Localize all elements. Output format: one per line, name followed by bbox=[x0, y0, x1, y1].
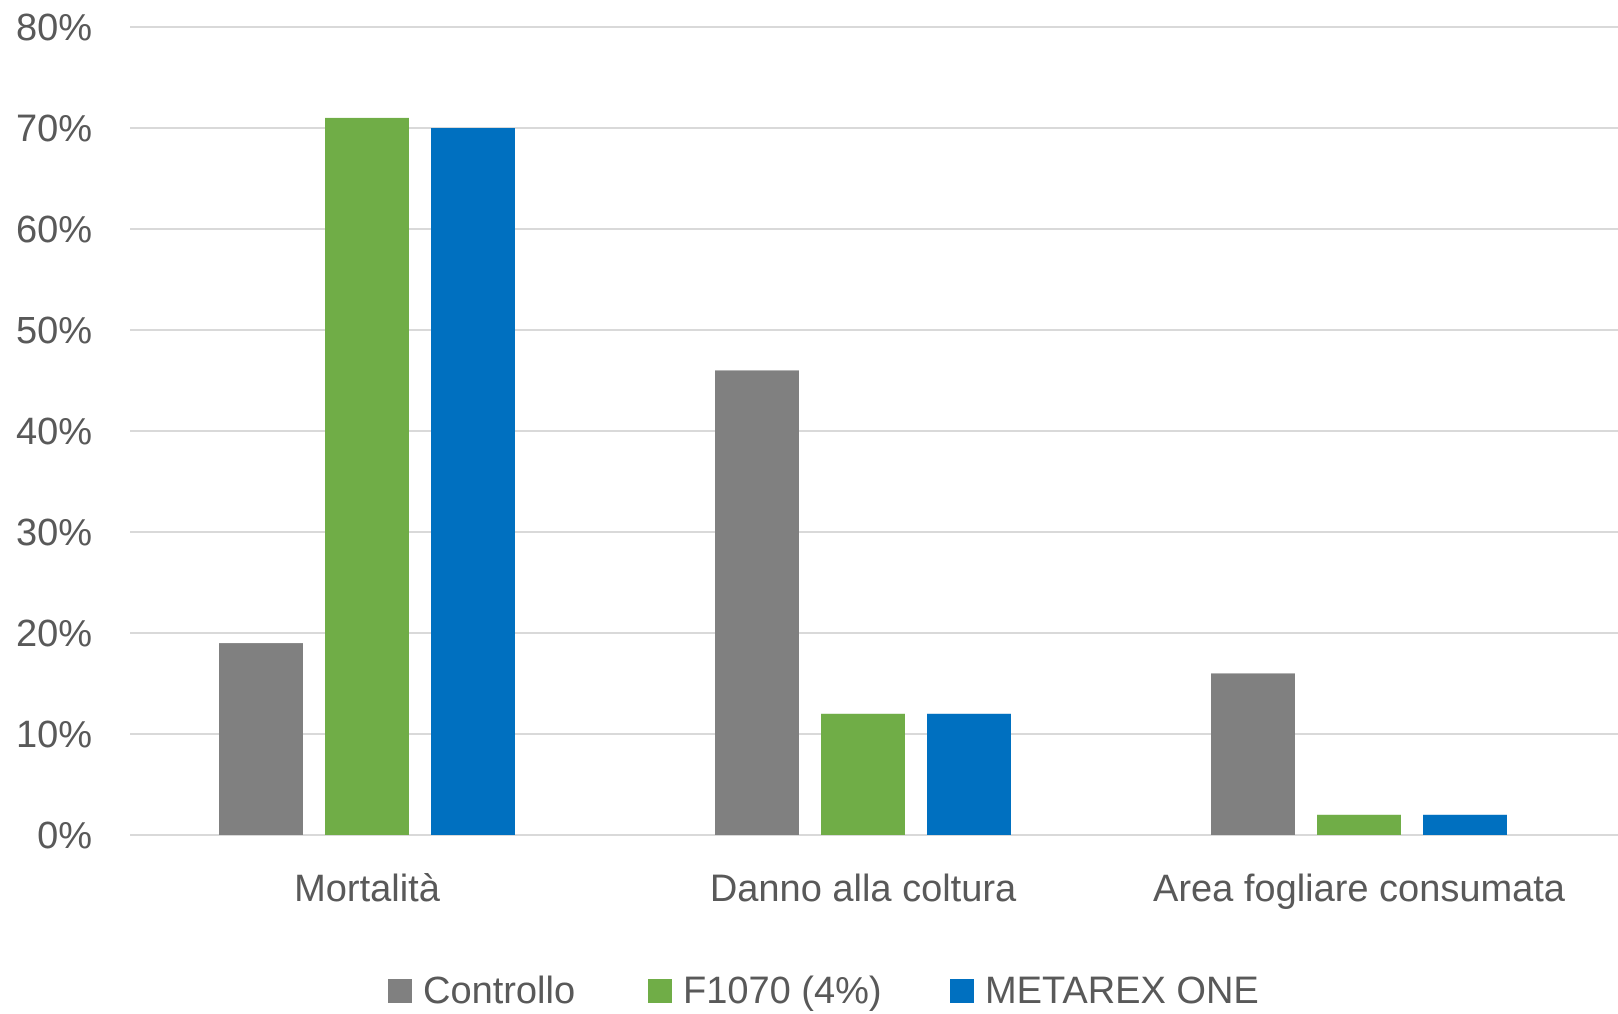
bar-controllo-mortalit bbox=[219, 643, 303, 835]
legend-swatch-f1070-4 bbox=[648, 979, 672, 1003]
bar-f1070-4-danno-alla-coltura bbox=[821, 713, 905, 835]
bar-controllo-area-fogliare-consumata bbox=[1211, 673, 1295, 835]
bar-metarex-one-area-fogliare-consumata bbox=[1423, 814, 1507, 835]
y-tick-label: 80% bbox=[16, 7, 92, 49]
bar-f1070-4-mortalit bbox=[325, 117, 409, 835]
x-category-label: Mortalità bbox=[294, 868, 441, 910]
legend-label: METAREX ONE bbox=[985, 970, 1259, 1012]
bar-controllo-danno-alla-coltura bbox=[715, 370, 799, 835]
x-category-label: Area fogliare consumata bbox=[1153, 868, 1566, 910]
bar-f1070-4-area-fogliare-consumata bbox=[1317, 814, 1401, 835]
y-tick-label: 60% bbox=[16, 209, 92, 251]
y-tick-label: 0% bbox=[37, 815, 92, 857]
y-axis-ticks: 0% 10% 20% 30% 40% 50% 60% 70% 80% bbox=[16, 7, 92, 857]
legend-swatch-metarex-one bbox=[950, 979, 974, 1003]
y-tick-label: 10% bbox=[16, 714, 92, 756]
y-tick-label: 30% bbox=[16, 512, 92, 554]
bar-metarex-one-danno-alla-coltura bbox=[927, 713, 1011, 835]
bars-layer bbox=[219, 117, 1507, 835]
legend: Controllo F1070 (4%) METAREX ONE bbox=[388, 970, 1259, 1012]
legend-label: Controllo bbox=[423, 970, 575, 1012]
y-tick-label: 50% bbox=[16, 310, 92, 352]
legend-label: F1070 (4%) bbox=[683, 970, 882, 1012]
y-tick-label: 40% bbox=[16, 411, 92, 453]
x-axis-categories: Mortalità Danno alla coltura Area fogliare… bbox=[294, 868, 1566, 910]
y-tick-label: 70% bbox=[16, 108, 92, 150]
x-category-label: Danno alla coltura bbox=[710, 868, 1017, 910]
y-tick-label: 20% bbox=[16, 613, 92, 655]
bar-metarex-one-mortalit bbox=[431, 128, 515, 835]
legend-swatch-controllo bbox=[388, 979, 412, 1003]
